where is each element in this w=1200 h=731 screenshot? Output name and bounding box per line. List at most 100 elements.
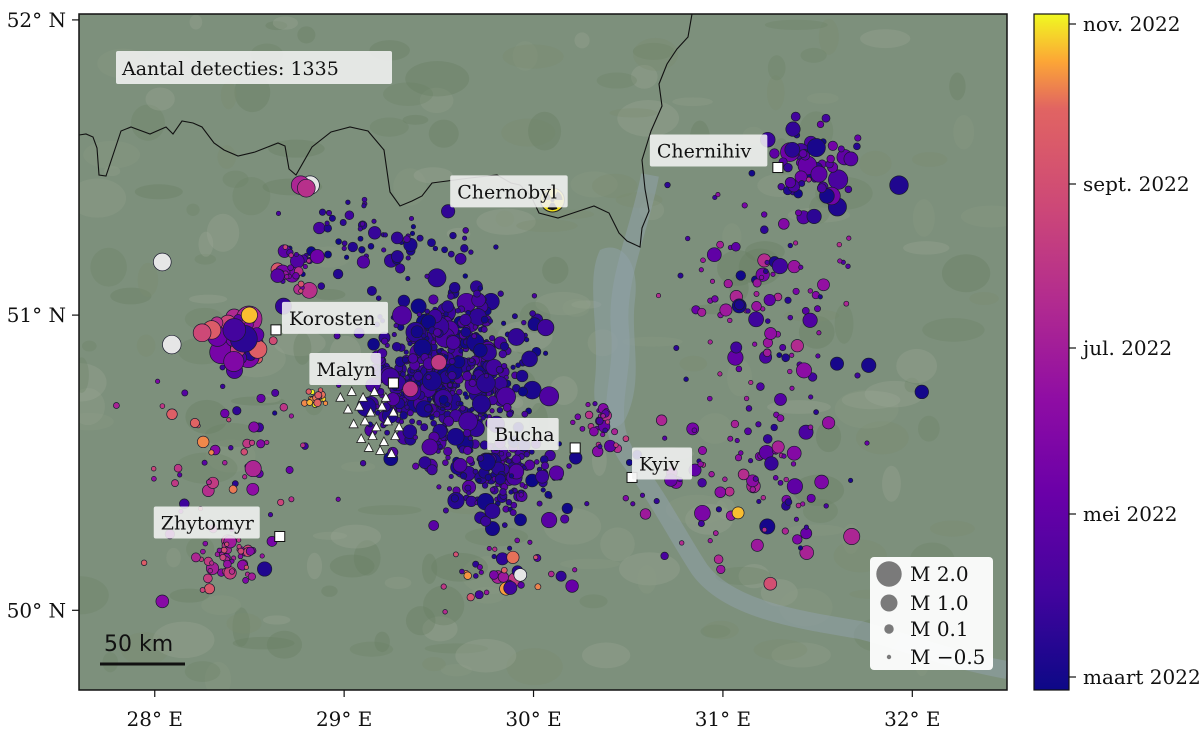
seismic-event <box>798 180 806 187</box>
seismic-event <box>287 264 294 271</box>
station-marker <box>378 436 390 446</box>
scale-bar-label: 50 km <box>104 632 173 657</box>
kyiv-reservoir <box>593 247 636 428</box>
seismic-event <box>517 386 528 397</box>
seismic-event <box>548 570 555 578</box>
seismic-event <box>244 460 262 478</box>
seismic-event <box>443 415 454 427</box>
seismic-event <box>798 149 808 158</box>
map-area <box>79 14 1007 690</box>
seismic-event <box>277 498 285 506</box>
seismic-event <box>771 258 788 275</box>
terrain-patch <box>166 547 181 568</box>
seismic-event <box>540 487 546 493</box>
seismic-event <box>359 460 367 467</box>
terrain-patch <box>79 178 127 218</box>
terrain-patch <box>329 554 375 578</box>
seismic-event <box>541 512 558 529</box>
seismic-event <box>760 225 769 234</box>
seismic-event <box>313 221 326 235</box>
seismic-event <box>752 341 758 347</box>
terrain-patch <box>102 652 119 673</box>
seismic-event <box>584 501 590 507</box>
seismic-event <box>784 296 792 304</box>
legend-marker <box>884 624 894 634</box>
scale-bar: 50 km <box>100 632 185 666</box>
terrain-patch <box>217 145 237 169</box>
terrain-patch <box>422 616 458 642</box>
seismic-event <box>494 473 506 485</box>
seismic-event <box>458 401 464 407</box>
terrain-patch <box>306 552 323 580</box>
seismic-event <box>685 235 691 242</box>
seismic-event <box>698 446 707 455</box>
terrain-patch <box>806 92 839 104</box>
terrain-patch <box>421 553 438 585</box>
station-marker <box>371 421 382 432</box>
seismic-event <box>489 486 496 493</box>
seismic-event <box>449 231 457 240</box>
seismic-event <box>786 478 803 495</box>
seismic-event <box>412 462 420 470</box>
terrain-patch <box>512 41 538 71</box>
seismic-event <box>189 418 200 428</box>
seismic-event <box>243 564 249 570</box>
seismic-event <box>585 402 591 408</box>
terrain-patch <box>632 42 675 60</box>
seismic-event <box>730 341 743 354</box>
seismic-event <box>428 294 439 305</box>
seismic-event <box>341 245 347 251</box>
seismic-event <box>447 382 453 388</box>
seismic-event <box>797 545 804 551</box>
seismic-event <box>322 400 329 406</box>
seismic-event <box>574 413 582 421</box>
terrain-patch <box>506 648 563 686</box>
seismic-event <box>524 459 536 471</box>
seismic-event <box>795 502 802 509</box>
seismic-event <box>519 482 526 488</box>
seismic-event <box>447 250 455 258</box>
seismic-event <box>507 545 513 551</box>
city-marker <box>274 530 286 542</box>
terrain-patch <box>912 199 935 237</box>
station-marker <box>369 385 380 396</box>
seismic-event <box>655 293 662 299</box>
terrain-patch <box>859 150 892 177</box>
seismic-event <box>506 410 514 418</box>
seismic-event <box>460 327 471 338</box>
seismic-event <box>683 376 689 382</box>
terrain-patch <box>495 210 515 228</box>
terrain-patch <box>120 632 170 666</box>
seismic-event <box>533 554 539 560</box>
seismic-event <box>474 590 484 600</box>
seismic-event <box>712 194 718 201</box>
seismic-event <box>463 571 472 580</box>
terrain-patch <box>476 208 536 235</box>
seismic-event <box>267 512 274 518</box>
seismic-event <box>302 264 308 270</box>
city-name: Chernihiv <box>657 141 752 163</box>
terrain-patch <box>579 594 608 609</box>
seismic-event <box>236 537 242 543</box>
seismic-event <box>823 503 829 509</box>
terrain-patch <box>929 520 975 537</box>
seismic-event <box>432 245 439 252</box>
seismic-event <box>462 227 469 234</box>
seismic-event <box>783 162 793 173</box>
seismic-event <box>813 409 819 415</box>
seismic-event <box>509 509 517 517</box>
terrain-patch <box>600 527 635 562</box>
colorbar-ticks: nov. 2022 sept. 2022 jul. 2022 mei 2022 maar… <box>1069 12 1200 689</box>
seismic-event <box>540 461 550 470</box>
seismic-event <box>460 244 469 253</box>
seismic-event <box>653 498 660 505</box>
seismic-event <box>427 268 447 288</box>
seismic-event <box>719 303 733 317</box>
seismic-event <box>793 516 799 522</box>
terrain-patch <box>79 412 114 431</box>
seismic-event <box>242 577 249 584</box>
terrain-patch <box>204 661 232 690</box>
seismic-event <box>738 450 744 456</box>
seismic-event <box>639 508 652 520</box>
seismic-event <box>375 295 382 301</box>
